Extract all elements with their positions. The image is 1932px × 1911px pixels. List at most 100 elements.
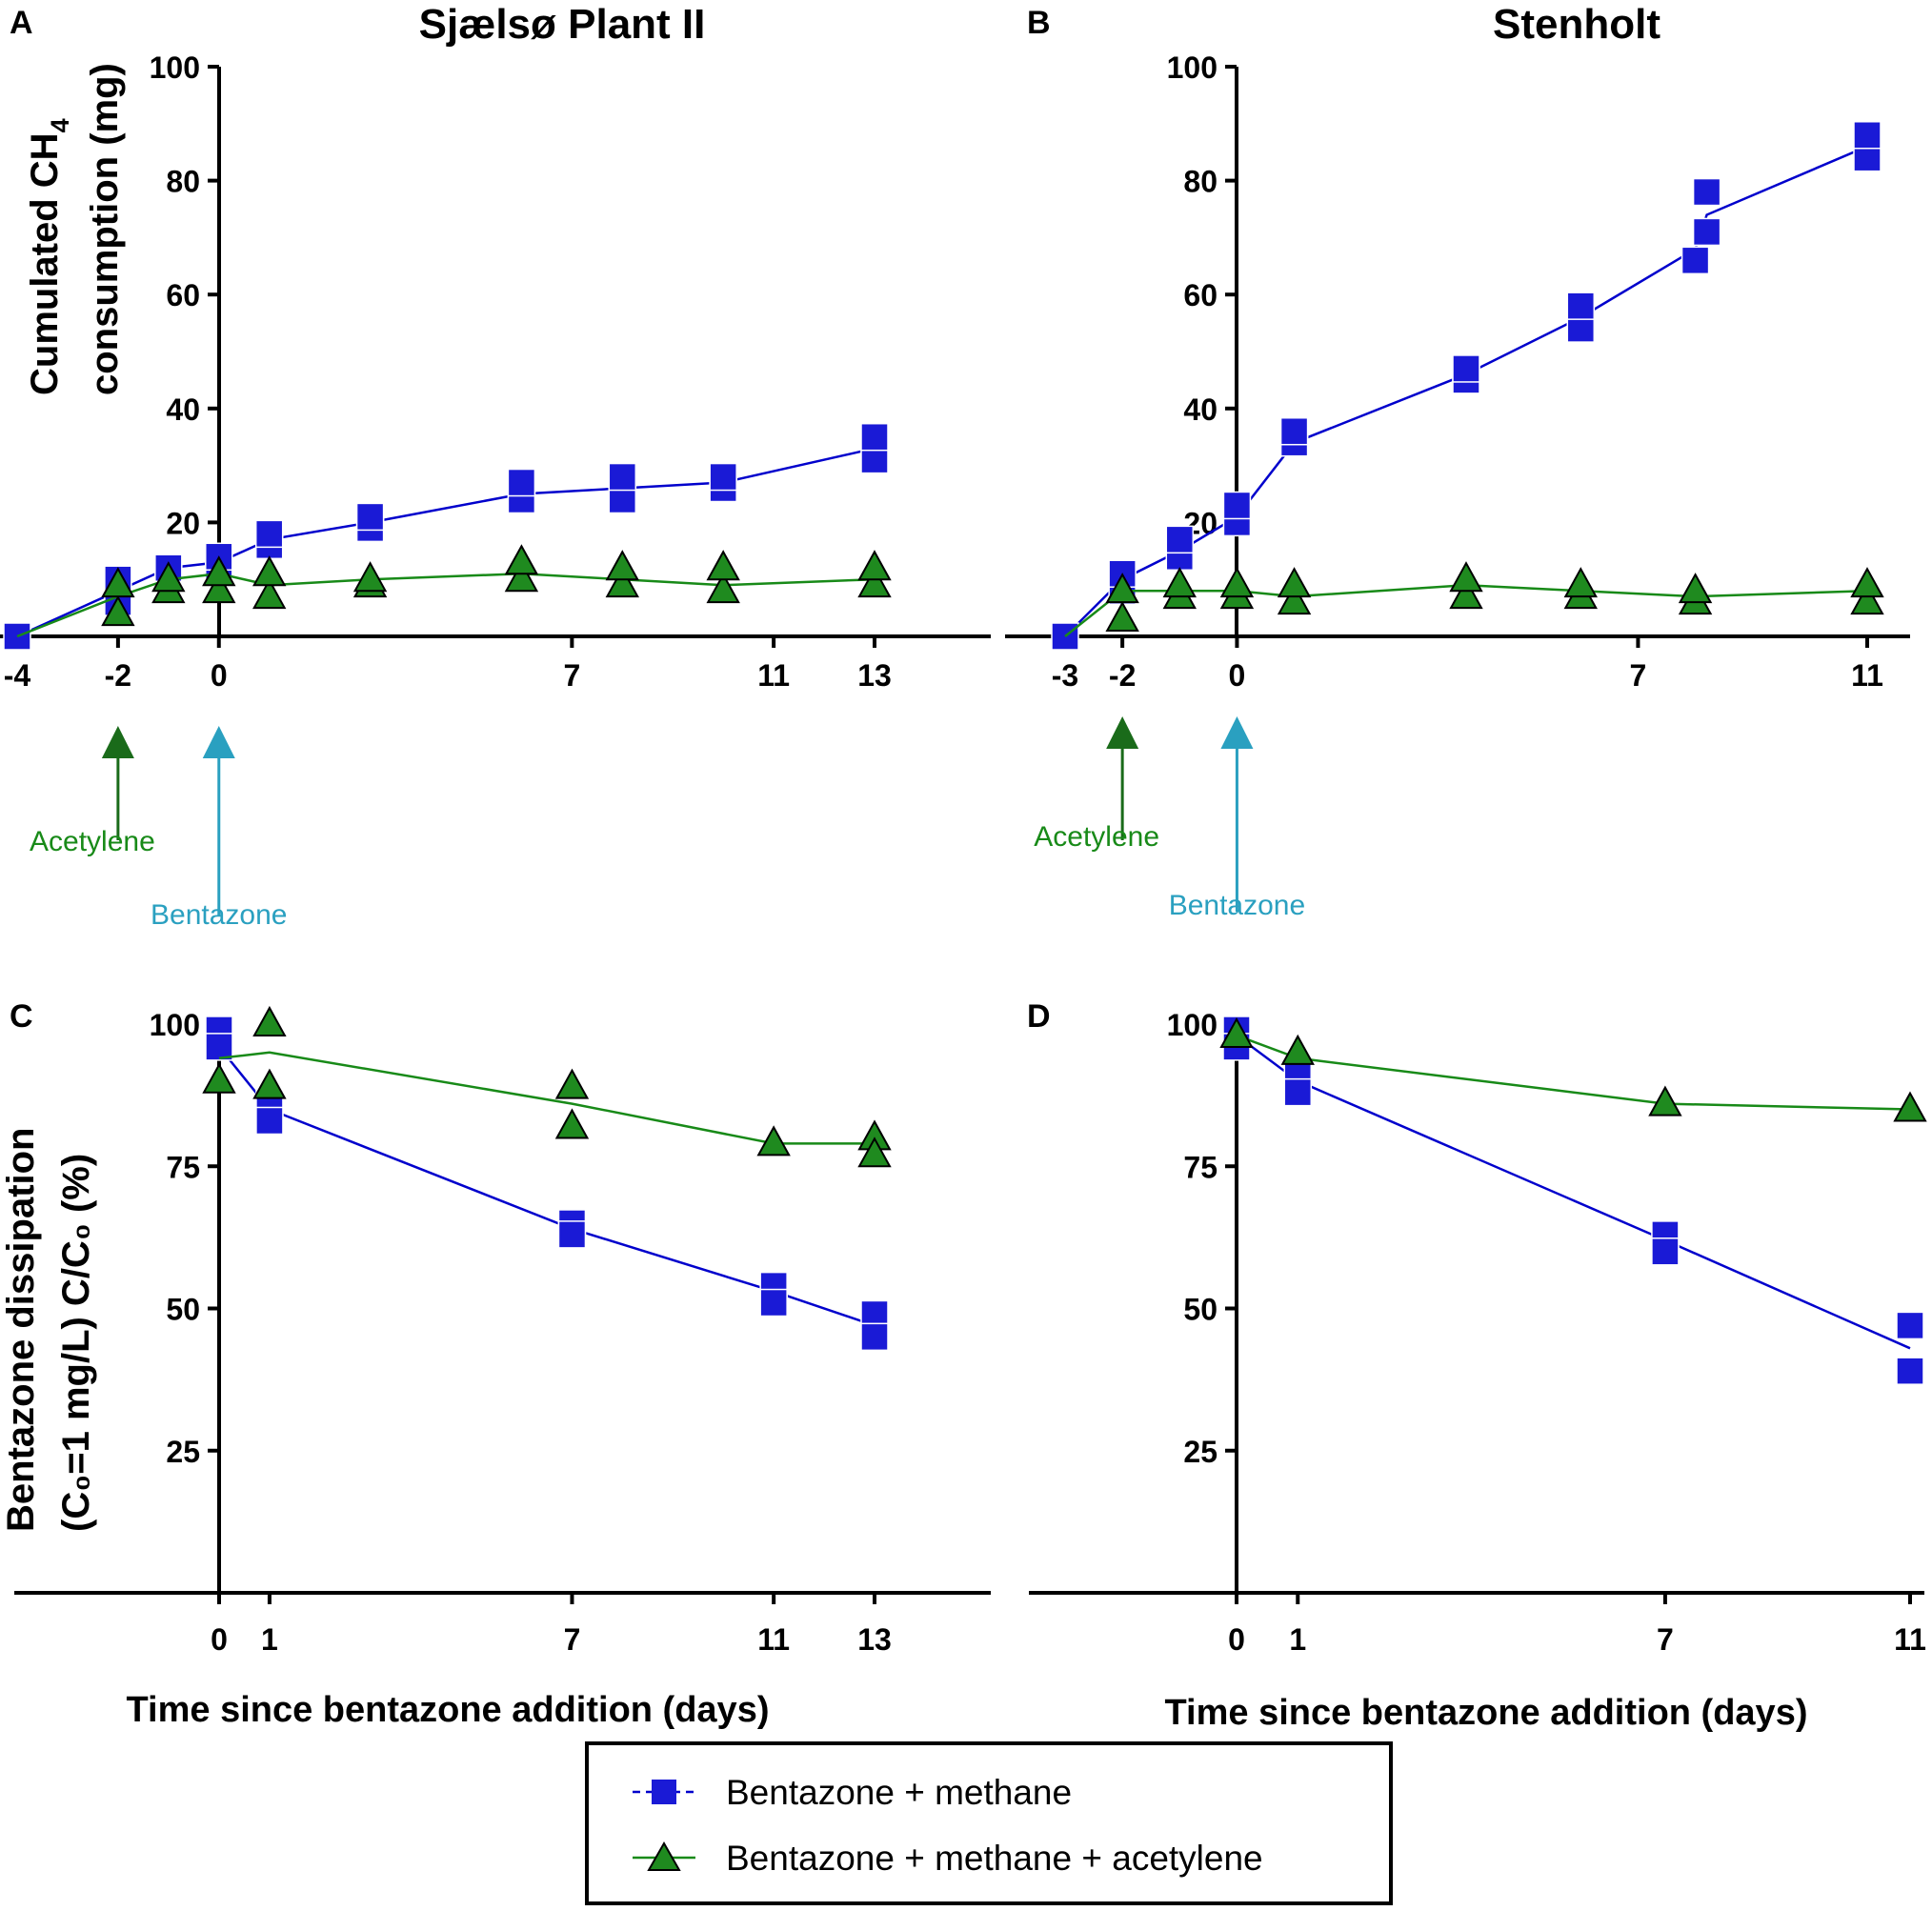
- panel-b-point-acetylene: [1219, 567, 1255, 598]
- panel-a-bentazone-arrow-head: [202, 726, 235, 758]
- panel-a-x-tick-label: 11: [757, 658, 790, 693]
- panel-c-point-acetylene: [756, 1125, 791, 1157]
- panel-b-point-acetylene: [1850, 567, 1884, 598]
- legend-box: [585, 1741, 1393, 1905]
- panel-b-x-tick-label: 11: [1851, 658, 1883, 693]
- panel-c-series-line-acetylene: [218, 1051, 875, 1145]
- panel-d-point-acetylene: [1280, 1034, 1315, 1065]
- panel-c-x-tick-label: 0: [211, 1622, 228, 1657]
- panel-d-y-tick-label: 100: [1167, 1008, 1218, 1042]
- panel-a-point-methane: [254, 519, 284, 549]
- panel-a-point-acetylene: [504, 544, 539, 575]
- panel-b-y-tick-label: 100: [1167, 50, 1218, 85]
- x-axis-label-c: Time since bentazone addition (days): [127, 1690, 770, 1730]
- panel-a-point-acetylene: [857, 567, 892, 598]
- panel-d-point-methane: [1896, 1311, 1924, 1340]
- panel-a-series-line-methane: [16, 447, 875, 638]
- panel-label-b: B: [1027, 5, 1051, 41]
- y-axis-label-bottom: Bentazone dissipation (C₀=1 mg/L) C/C₀ (…: [0, 1128, 97, 1533]
- panel-b-point-acetylene: [1162, 567, 1197, 598]
- panel-b-point-acetylene: [1563, 567, 1598, 598]
- panel-b-point-methane: [1165, 525, 1195, 554]
- panel-a-x-tick-label: -2: [105, 658, 131, 693]
- panel-a-x-tick-label: 13: [857, 658, 892, 693]
- panel-c-x-tick-label: 13: [857, 1622, 892, 1657]
- panel-d-series-line-methane: [1236, 1034, 1911, 1350]
- panel-a-point-acetylene: [151, 561, 186, 593]
- panel-a-acetylene-arrow-head: [101, 726, 134, 758]
- panel-b-point-acetylene: [1678, 573, 1713, 604]
- panel-b-point-methane: [1566, 292, 1596, 320]
- panel-b-point-acetylene: [1277, 567, 1312, 598]
- panel-a-point-acetylene: [101, 595, 135, 627]
- panel-a-x-tick-label: 7: [563, 658, 580, 693]
- panel-c-point-acetylene: [554, 1108, 590, 1139]
- panel-a-point-acetylene: [605, 567, 639, 598]
- x-axis-label-d: Time since bentazone addition (days): [1165, 1693, 1808, 1733]
- panel-d-x-tick-label: 0: [1228, 1622, 1245, 1657]
- panel-b-point-acetylene: [1449, 578, 1483, 610]
- panel-d-point-methane: [1651, 1237, 1680, 1266]
- panel-c-x-tick-label: 1: [261, 1622, 278, 1657]
- panel-b-y-tick-label: 60: [1183, 278, 1218, 312]
- panel-a-point-acetylene: [706, 550, 740, 581]
- panel-c-y-tick-label: 75: [166, 1150, 200, 1184]
- panel-b-x-tick-label: -2: [1109, 658, 1136, 693]
- panel-c-y-tick-label: 25: [166, 1435, 200, 1469]
- panel-b-y-tick-label: 80: [1183, 165, 1218, 199]
- y-label-top-line2: consumption (mg): [84, 63, 126, 395]
- panel-a-point-methane: [860, 422, 889, 452]
- panel-a-point-methane: [709, 462, 737, 492]
- panel-b-point-methane: [1692, 217, 1721, 247]
- panel-c-point-methane: [557, 1220, 587, 1249]
- panel-a-y-tick-label: 20: [166, 506, 200, 540]
- panel-c: 25 50 75 100 0 1 7 11 13: [14, 1005, 991, 1657]
- panel-b-x-tick-label: 0: [1229, 658, 1246, 693]
- y-label-top-sub: 4: [46, 118, 74, 132]
- panel-a-point-acetylene: [857, 550, 892, 581]
- panel-d-x-tick-label: 1: [1289, 1622, 1306, 1657]
- panel-a-x-tick-label: -4: [4, 658, 31, 693]
- panel-a-point-acetylene: [252, 555, 287, 587]
- panel-d-x-tick-label: 11: [1894, 1622, 1926, 1657]
- y-label-top-line1: Cumulated CH: [24, 132, 66, 395]
- panel-a-y-tick-label: 60: [166, 278, 200, 312]
- panel-b-point-acetylene: [1105, 573, 1139, 604]
- panel-d-point-acetylene: [1219, 1016, 1254, 1048]
- panel-d: 25 50 75 100 0 1 7 11: [1029, 1008, 1927, 1657]
- panel-c-point-acetylene: [554, 1068, 590, 1099]
- panel-c-point-methane: [759, 1288, 788, 1318]
- panel-a: 20 40 60 80 100 -4 -2 0 7 11 13 Acetylene Bentazone: [0, 50, 991, 931]
- panel-d-y-tick-label: 75: [1183, 1150, 1218, 1184]
- panel-a-point-acetylene: [352, 561, 388, 593]
- panel-c-y-tick-label: 50: [166, 1293, 200, 1327]
- panel-b-point-methane: [1222, 491, 1252, 520]
- panel-a-point-methane: [608, 462, 637, 492]
- panel-label-d: D: [1027, 998, 1051, 1035]
- panel-b-point-methane: [1279, 416, 1309, 446]
- panel-a-point-methane: [507, 468, 536, 497]
- panel-c-point-methane: [860, 1322, 889, 1352]
- panel-a-bentazone-label: Bentazone: [151, 899, 287, 931]
- panel-b-point-methane: [1692, 177, 1721, 207]
- panel-d-x-tick-label: 7: [1657, 1622, 1674, 1657]
- y-label-bottom-line2: (C₀=1 mg/L) C/C₀ (%): [55, 1154, 97, 1532]
- panel-d-y-tick-label: 50: [1183, 1293, 1218, 1327]
- panel-b-point-acetylene: [1105, 600, 1139, 633]
- panel-b-point-acetylene: [1850, 584, 1884, 615]
- panel-b-bentazone-arrow-head: [1220, 716, 1254, 749]
- panel-c-point-methane: [205, 1033, 233, 1061]
- legend-label-methane: Bentazone + methane: [726, 1773, 1072, 1812]
- panel-d-point-methane: [1896, 1357, 1924, 1385]
- panel-a-point-acetylene: [504, 561, 539, 593]
- panel-b-point-methane: [1853, 121, 1882, 150]
- panel-d-y-tick-label: 25: [1183, 1435, 1218, 1469]
- panel-a-y-tick-label: 80: [166, 165, 200, 199]
- panel-b-acetylene-arrow-head: [1106, 716, 1139, 749]
- panel-a-point-methane: [355, 502, 385, 532]
- panel-d-point-acetylene: [1648, 1085, 1682, 1116]
- panel-label-a: A: [10, 5, 33, 41]
- panel-a-point-acetylene: [101, 567, 135, 598]
- legend-label-acetylene: Bentazone + methane + acetylene: [726, 1839, 1263, 1878]
